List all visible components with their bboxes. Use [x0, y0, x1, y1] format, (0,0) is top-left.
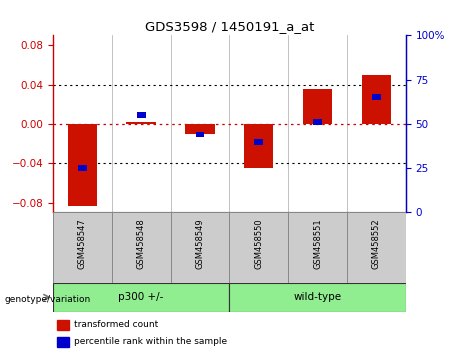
Bar [229, 283, 406, 312]
Text: GSM458552: GSM458552 [372, 218, 381, 269]
Bar [57, 320, 69, 330]
Bar [254, 139, 263, 144]
Bar [372, 95, 381, 100]
Bar [78, 165, 87, 171]
Text: GSM458549: GSM458549 [195, 218, 205, 269]
Bar [313, 119, 322, 125]
Bar [68, 124, 97, 206]
Bar [229, 212, 288, 283]
Text: percentile rank within the sample: percentile rank within the sample [74, 337, 227, 347]
Bar [112, 212, 171, 283]
Text: p300 +/-: p300 +/- [118, 292, 164, 302]
Bar [57, 337, 69, 347]
Text: GSM458550: GSM458550 [254, 218, 263, 269]
Text: GSM458548: GSM458548 [136, 218, 146, 269]
Bar [126, 122, 156, 124]
Text: GSM458547: GSM458547 [78, 218, 87, 269]
Bar [288, 212, 347, 283]
Bar [303, 90, 332, 124]
Bar [171, 212, 230, 283]
Text: transformed count: transformed count [74, 320, 159, 330]
Bar [137, 112, 146, 118]
Bar [244, 124, 273, 168]
Bar [53, 283, 230, 312]
Bar [53, 212, 112, 283]
Text: GSM458551: GSM458551 [313, 218, 322, 269]
Bar [347, 212, 406, 283]
Title: GDS3598 / 1450191_a_at: GDS3598 / 1450191_a_at [145, 20, 314, 33]
Bar [185, 124, 215, 134]
Bar [195, 132, 204, 137]
Bar [361, 75, 391, 124]
Text: wild-type: wild-type [294, 292, 342, 302]
Text: genotype/variation: genotype/variation [5, 295, 91, 304]
